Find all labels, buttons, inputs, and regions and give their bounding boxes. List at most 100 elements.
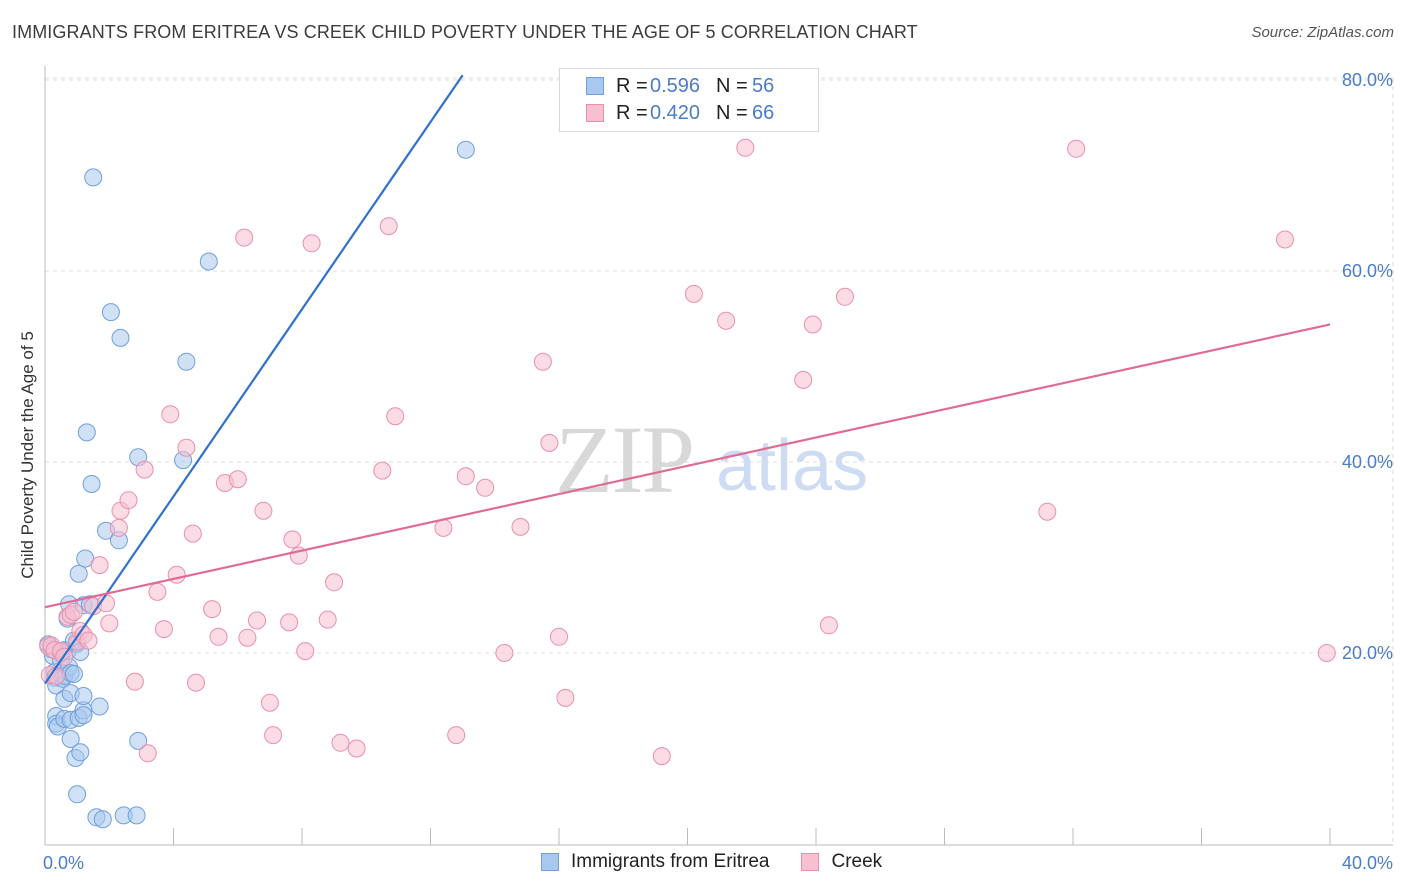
eritrea-point bbox=[68, 785, 87, 804]
eritrea-point bbox=[90, 697, 109, 716]
watermark-atlas: atlas bbox=[716, 426, 868, 506]
eritrea-point bbox=[199, 252, 218, 271]
legend-swatch-pink bbox=[586, 104, 604, 122]
eritrea-point bbox=[74, 706, 93, 725]
creek-point bbox=[238, 628, 257, 647]
chart-source: Source: ZipAtlas.com bbox=[1251, 24, 1394, 41]
creek-point bbox=[161, 405, 180, 424]
eritrea-point bbox=[127, 806, 146, 825]
creek-point bbox=[379, 217, 398, 236]
creek-point bbox=[154, 620, 173, 639]
eritrea-point bbox=[77, 423, 96, 442]
y-tick-label: 60.0% bbox=[1342, 261, 1393, 281]
creek-point bbox=[280, 613, 299, 632]
y-tick-label: 20.0% bbox=[1342, 643, 1393, 663]
legend-r-label: R = bbox=[616, 101, 648, 124]
creek-point bbox=[109, 518, 128, 537]
creek-point bbox=[495, 644, 514, 662]
eritrea-point bbox=[93, 810, 112, 829]
legend-swatch-blue bbox=[586, 77, 604, 95]
eritrea-point bbox=[177, 352, 196, 371]
legend-label-creek: Creek bbox=[831, 851, 883, 872]
eritrea-point bbox=[82, 475, 101, 493]
creek-point bbox=[283, 530, 302, 549]
watermark-zip: ZIP bbox=[555, 406, 693, 513]
eritrea-point bbox=[74, 687, 93, 705]
x-tick-label: 40.0% bbox=[1342, 853, 1393, 873]
creek-point bbox=[79, 631, 98, 650]
legend-n-label: N = bbox=[716, 101, 748, 124]
creek-point bbox=[1317, 644, 1336, 662]
creek-point bbox=[819, 616, 838, 635]
y-tick-label: 80.0% bbox=[1342, 70, 1393, 90]
creek-point bbox=[119, 491, 138, 510]
axes bbox=[44, 66, 1393, 846]
series-immigrants-from-eritrea bbox=[39, 140, 475, 829]
creek-point bbox=[177, 438, 196, 457]
legend-row-eritrea: R = 0.596 N = 56 bbox=[586, 74, 774, 98]
creek-point bbox=[511, 517, 530, 536]
creek-point bbox=[1038, 502, 1057, 521]
creek-point bbox=[167, 565, 186, 584]
creek-point bbox=[684, 284, 703, 303]
legend-r-value: 0.596 bbox=[650, 74, 701, 97]
eritrea-point bbox=[69, 564, 88, 583]
legend-n-label: N = bbox=[716, 74, 748, 97]
creek-point bbox=[209, 627, 228, 646]
eritrea-point bbox=[101, 303, 120, 322]
creek-point bbox=[736, 138, 755, 157]
tick-labels: 20.0% 40.0% 60.0% 80.0% 0.0% 40.0% bbox=[43, 70, 1393, 873]
eritrea-point bbox=[84, 168, 103, 187]
legend-swatch-pink bbox=[801, 853, 820, 871]
creek-point bbox=[533, 352, 552, 371]
creek-point bbox=[64, 602, 83, 621]
creek-point bbox=[296, 642, 315, 661]
creek-point bbox=[652, 747, 671, 766]
legend-item-creek: Creek bbox=[801, 851, 882, 873]
eritrea-point bbox=[71, 743, 90, 762]
series-legend: Immigrants from Eritrea Creek bbox=[541, 851, 914, 873]
eritrea-point bbox=[456, 140, 475, 159]
eritrea-point bbox=[129, 731, 148, 750]
chart-title: IMMIGRANTS FROM ERITREA VS CREEK CHILD P… bbox=[12, 22, 918, 42]
creek-point bbox=[260, 693, 279, 712]
eritrea-point bbox=[61, 730, 80, 748]
creek-point bbox=[717, 311, 736, 330]
creek-trend-line bbox=[44, 323, 1331, 609]
creek-point bbox=[254, 501, 273, 520]
creek-point bbox=[138, 744, 157, 763]
legend-n-value: 66 bbox=[752, 101, 775, 124]
creek-point bbox=[135, 460, 154, 479]
creek-point bbox=[100, 614, 119, 633]
creek-point bbox=[248, 611, 266, 630]
creek-point bbox=[794, 370, 813, 389]
y-axis-label: Child Poverty Under the Age of 5 bbox=[18, 331, 37, 579]
creek-point bbox=[456, 467, 475, 486]
series-creek bbox=[39, 138, 1336, 766]
creek-point bbox=[331, 733, 350, 752]
legend-label-eritrea: Immigrants from Eritrea bbox=[571, 851, 770, 872]
creek-point bbox=[803, 315, 822, 334]
x-tick-label: 0.0% bbox=[43, 853, 84, 873]
creek-point bbox=[187, 673, 205, 692]
creek-point bbox=[125, 672, 144, 691]
creek-point bbox=[325, 573, 344, 592]
legend-item-eritrea: Immigrants from Eritrea bbox=[541, 851, 769, 873]
eritrea-point bbox=[111, 328, 130, 347]
creek-point bbox=[1276, 230, 1294, 249]
creek-point bbox=[228, 470, 247, 489]
creek-point bbox=[540, 433, 559, 452]
creek-point bbox=[148, 582, 167, 601]
creek-point bbox=[373, 461, 392, 480]
legend-row-creek: R = 0.420 N = 66 bbox=[586, 101, 774, 125]
creek-point bbox=[476, 478, 495, 497]
creek-point bbox=[318, 610, 337, 629]
creek-point bbox=[302, 234, 321, 253]
eritrea-point bbox=[64, 665, 83, 683]
creek-point bbox=[203, 600, 222, 619]
creek-point bbox=[264, 726, 283, 745]
creek-point bbox=[90, 556, 109, 575]
creek-point bbox=[183, 524, 202, 543]
creek-point bbox=[235, 228, 254, 247]
